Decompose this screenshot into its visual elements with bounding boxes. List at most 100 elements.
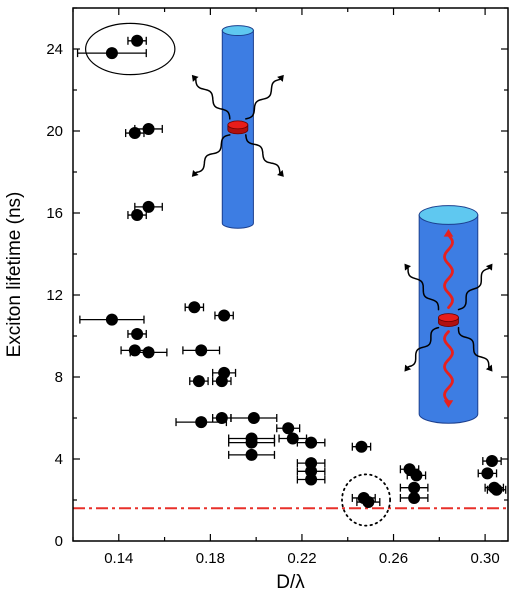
point-marker [195,416,208,429]
guided-emission-arrow [443,229,454,309]
radiated-emission-arrow [191,134,231,177]
point-marker [286,432,299,445]
data-points [76,34,507,509]
x-tick-label: 0.30 [471,550,500,567]
quantum-dot [438,313,459,327]
data-point [296,457,326,470]
data-point [182,344,221,357]
data-point [127,209,147,222]
arrow-head [277,74,284,82]
arrow-head [443,400,454,408]
point-marker [131,34,144,47]
y-tick-label: 0 [55,533,63,550]
point-marker [215,412,228,424]
radiated-emission-arrow [191,74,231,120]
point-marker [128,127,141,140]
point-marker [142,200,155,213]
x-tick-label: 0.14 [104,550,133,567]
point-marker [305,473,318,486]
arrow-head [191,170,199,177]
point-marker [408,491,421,504]
plot-frame [72,7,509,542]
inset-illustrations [191,25,493,424]
y-tick-label: 8 [55,369,63,386]
x-tick-label: 0.26 [379,550,408,567]
data-point [486,483,507,496]
nanowire-top-face [418,205,479,225]
data-point [189,375,209,388]
x-tick-label: 0.18 [196,550,225,567]
data-point [399,491,429,504]
data-point [228,448,276,461]
radiated-emission-arrow [245,74,284,120]
data-point [134,200,163,213]
radiated-emission-arrow [404,326,440,372]
x-tick-label: 0.22 [287,550,316,567]
dotted-ellipse-annotation [341,473,391,527]
arrow-head [485,263,493,271]
data-point [129,346,168,359]
point-marker [192,375,205,388]
point-marker [485,455,498,468]
arrow-head [443,229,454,237]
point-marker [410,469,423,482]
point-marker [305,465,318,478]
y-tick-label: 4 [55,451,63,468]
point-marker [188,301,201,314]
data-point [76,47,147,60]
data-point [79,313,145,326]
data-point [228,436,276,449]
point-marker [131,209,144,222]
data-point [212,375,232,388]
radiated-emission-arrow [457,263,493,311]
solid-ellipse-annotation [84,22,176,76]
data-point [296,473,326,486]
data-point [127,327,147,340]
point-marker [142,122,155,135]
radiated-emission-arrow [245,134,284,177]
nanowire-thick [404,205,493,424]
y-tick-label: 12 [46,287,63,304]
annotation-layer [84,22,391,527]
data-point [399,481,429,494]
data-point [125,127,145,140]
arrow-head [277,170,284,177]
y-tick-label: 20 [46,123,63,140]
x-axis-title: D/λ [276,572,305,593]
data-point [296,436,326,449]
data-point [230,412,278,424]
y-axis-title: Exciton lifetime (ns) [4,192,25,358]
data-point [351,440,372,453]
point-marker [215,375,228,388]
data-point [184,301,205,314]
point-marker [245,436,258,449]
point-marker [105,313,118,326]
nanowire-top-face [221,25,254,37]
point-marker [218,309,231,322]
point-marker [490,483,503,496]
point-marker [362,496,375,509]
data-point [276,422,301,435]
point-marker [245,448,258,461]
quantum-dot [227,120,249,135]
data-point [212,366,237,379]
data-point [127,34,147,47]
point-marker [105,47,118,60]
point-marker [481,467,494,480]
point-marker [355,440,368,453]
radiated-emission-arrow [457,326,493,372]
radiated-emission-arrow [404,263,440,311]
point-marker [195,344,208,357]
point-marker [305,457,318,470]
data-point [356,496,381,509]
data-point [214,309,234,322]
data-point [482,455,502,468]
nanowire-thin [191,25,284,229]
data-point [296,465,326,478]
point-marker [282,422,295,435]
y-tick-label: 24 [46,41,63,58]
arrow-head [404,364,412,372]
arrow-head [404,263,412,271]
arrow-head [191,74,199,82]
